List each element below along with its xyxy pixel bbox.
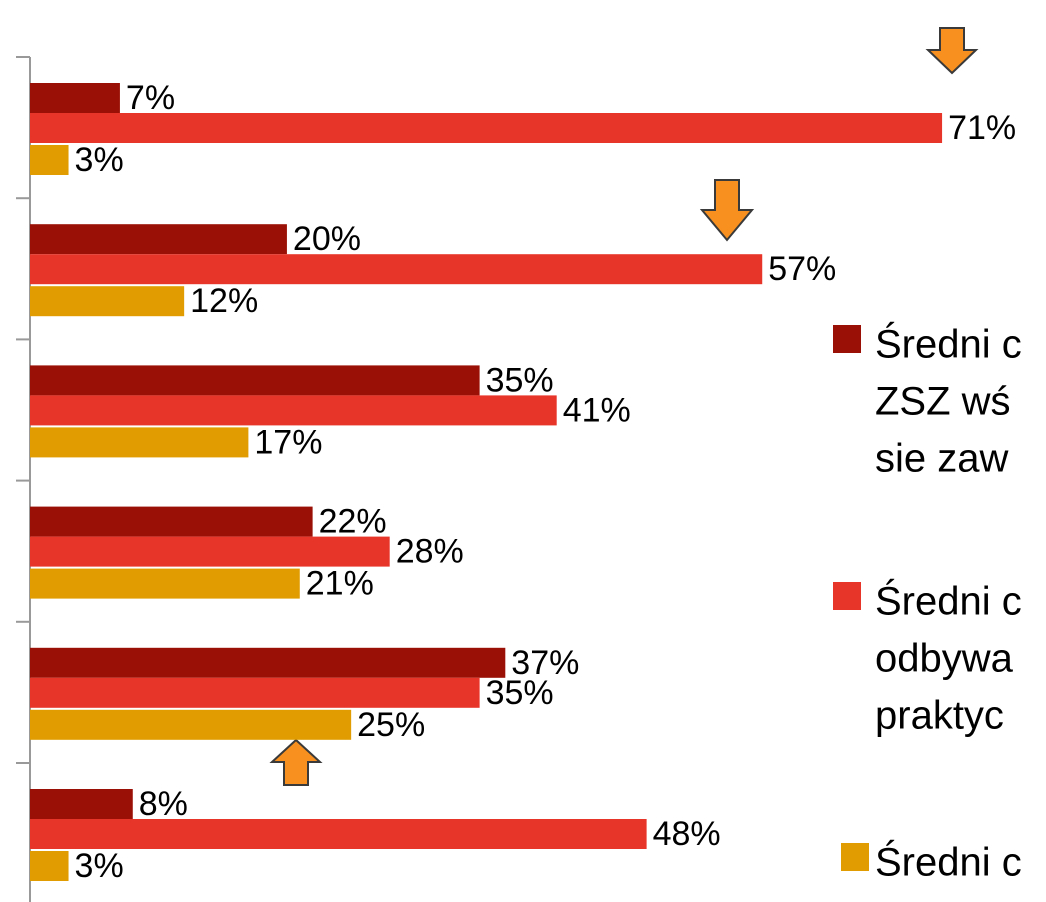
legend-label: praktyc [875, 694, 1004, 738]
value-label: 57% [768, 250, 836, 288]
value-label: 22% [319, 503, 387, 541]
value-label: 35% [486, 361, 554, 399]
legend-swatch [841, 843, 869, 871]
legend-swatch [833, 325, 861, 353]
bar [30, 365, 480, 396]
value-label: 3% [75, 141, 124, 179]
bar [30, 819, 647, 849]
bar [30, 395, 557, 426]
bar [30, 427, 249, 458]
value-label: 48% [653, 815, 721, 853]
legend-label: odbywa [875, 637, 1014, 681]
value-label: 28% [396, 533, 464, 571]
legend-label: ZSZ wś [875, 380, 1011, 424]
value-label: 35% [486, 674, 554, 712]
bar [30, 647, 506, 678]
legend-label: Średni c [875, 321, 1022, 367]
legend-swatch [833, 582, 861, 610]
bar [30, 568, 300, 599]
bar [30, 536, 390, 567]
down-arrow [699, 179, 755, 242]
value-label: 20% [293, 220, 361, 258]
arrows [269, 27, 979, 786]
value-label: 37% [511, 644, 579, 682]
value-label: 25% [357, 706, 425, 744]
value-label: 3% [75, 847, 124, 885]
bar [30, 286, 185, 317]
legend-label: sie zaw [875, 437, 1008, 481]
bar [30, 506, 313, 537]
value-label: 12% [190, 282, 258, 320]
value-label: 8% [139, 785, 188, 823]
value-label: 71% [948, 109, 1016, 147]
bar [30, 677, 480, 708]
bar [30, 113, 943, 143]
bar [30, 145, 69, 175]
bar [30, 709, 352, 740]
down-arrow [925, 27, 979, 75]
legend-label: Średni c [875, 839, 1022, 885]
bar [30, 789, 133, 819]
legend-label: Średni c [875, 578, 1022, 624]
up-arrow [269, 738, 323, 786]
value-label: 17% [254, 423, 322, 461]
bar [30, 224, 287, 255]
bar [30, 851, 69, 881]
value-label: 21% [306, 565, 374, 603]
value-label: 41% [563, 391, 631, 429]
bar [30, 83, 120, 113]
bar [30, 254, 763, 285]
value-label: 7% [126, 79, 175, 117]
